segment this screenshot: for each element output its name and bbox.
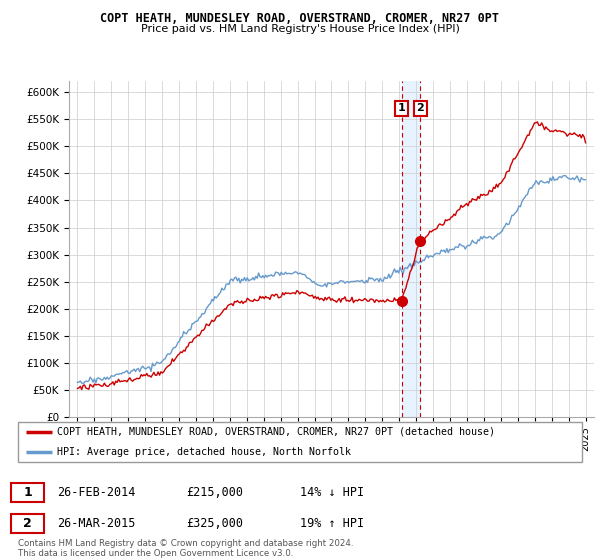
Text: COPT HEATH, MUNDESLEY ROAD, OVERSTRAND, CROMER, NR27 0PT: COPT HEATH, MUNDESLEY ROAD, OVERSTRAND, …: [101, 12, 499, 25]
Text: Price paid vs. HM Land Registry's House Price Index (HPI): Price paid vs. HM Land Registry's House …: [140, 24, 460, 34]
Text: HPI: Average price, detached house, North Norfolk: HPI: Average price, detached house, Nort…: [58, 447, 352, 457]
Text: 2: 2: [23, 517, 32, 530]
Text: 14% ↓ HPI: 14% ↓ HPI: [300, 486, 364, 500]
Text: COPT HEATH, MUNDESLEY ROAD, OVERSTRAND, CROMER, NR27 0PT (detached house): COPT HEATH, MUNDESLEY ROAD, OVERSTRAND, …: [58, 427, 496, 437]
FancyBboxPatch shape: [18, 422, 582, 462]
Text: 2: 2: [416, 103, 424, 113]
Text: 26-FEB-2014: 26-FEB-2014: [57, 486, 136, 500]
Bar: [402, 81, 420, 417]
Text: 26-MAR-2015: 26-MAR-2015: [57, 517, 136, 530]
Text: 1: 1: [23, 486, 32, 500]
Text: £325,000: £325,000: [186, 517, 243, 530]
Text: £215,000: £215,000: [186, 486, 243, 500]
Text: 1: 1: [398, 103, 406, 113]
Text: Contains HM Land Registry data © Crown copyright and database right 2024.
This d: Contains HM Land Registry data © Crown c…: [18, 539, 353, 558]
Text: 19% ↑ HPI: 19% ↑ HPI: [300, 517, 364, 530]
